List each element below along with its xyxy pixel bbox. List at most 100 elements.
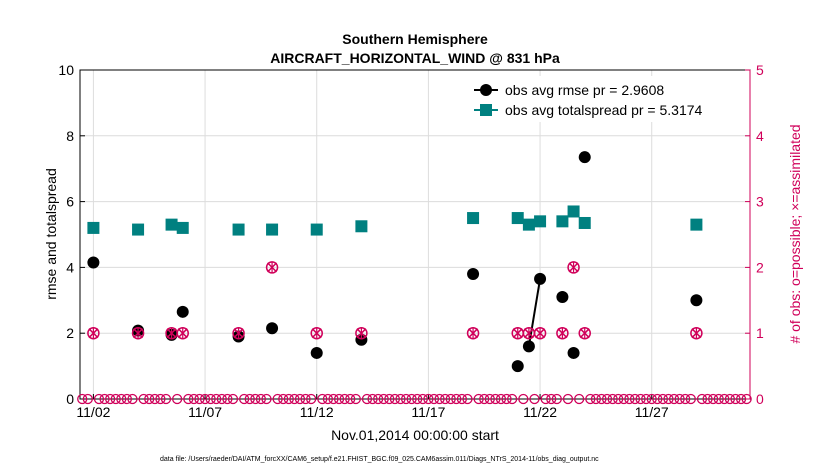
y-right-tick-label-5: 5 (756, 62, 764, 78)
obs-zero-possible-36 (317, 393, 328, 405)
obs-zero-possible-34 (300, 393, 311, 405)
obs-assimilated-point-10 (523, 327, 534, 339)
obs-assimilated-point-5 (267, 261, 278, 273)
obs-zero-possible-51 (406, 393, 417, 405)
rmse-point-10 (522, 340, 535, 353)
obs-zero-possible-49 (395, 393, 406, 405)
spread-point-11 (534, 215, 547, 228)
obs-zero-possible-19 (205, 393, 216, 405)
obs-assimilated-point-12 (557, 327, 568, 339)
obs-zero-possible-84 (629, 393, 641, 405)
obs-zero-possible-101 (730, 393, 741, 405)
obs-zero-possible-31 (283, 393, 294, 405)
obs-assimilated-point-13 (568, 261, 579, 273)
rmse-point-0 (87, 256, 100, 269)
spread-point-1 (132, 223, 145, 236)
obs-zero-possible-54 (423, 393, 434, 405)
legend-spread-marker (480, 104, 492, 116)
spread-point-5 (266, 223, 279, 236)
obs-zero-possible-9 (138, 393, 149, 405)
obs-zero-possible-5 (110, 393, 121, 405)
obs-zero-possible-0 (77, 393, 88, 405)
obs-zero-possible-68 (507, 393, 518, 405)
obs-zero-possible-94 (685, 393, 696, 405)
y-tick-label-4: 8 (66, 128, 74, 144)
rmse-point-9 (511, 360, 524, 373)
obs-zero-possible-56 (434, 393, 445, 405)
spread-point-7 (355, 220, 368, 233)
obs-zero-possible-45 (372, 393, 384, 405)
x-axis-ticks: 11/02 11/07 11/12 11/17 11/22 11/27 (76, 394, 669, 420)
y-right-tick-label-4: 4 (756, 128, 764, 144)
obs-zero-possible-8 (127, 393, 138, 405)
obs-zero-possible-98 (713, 393, 724, 405)
obs-zero-possible-97 (708, 393, 719, 405)
obs-zero-possible-18 (199, 393, 211, 405)
obs-zero-possible-38 (328, 393, 339, 405)
y-axis-ticks: 0 2 4 6 8 10 (58, 62, 85, 407)
obs-zero-possible-39 (333, 393, 345, 405)
y-axis-label: rmse and totalspread (43, 168, 59, 300)
obs-zero-possible-4 (105, 393, 116, 405)
obs-zero-possible-75 (574, 393, 585, 405)
obs-assimilated-point-15 (691, 327, 702, 339)
obs-zero-possible-22 (222, 393, 233, 405)
obs-assimilated-point-8 (468, 327, 479, 339)
obs-zero-possible-99 (719, 393, 730, 405)
obs-zero-possible-69 (518, 393, 529, 405)
obs-zero-possible-15 (183, 393, 194, 405)
footer-data-file: data file: /Users/raeder/DAI/ATM_forcXX/… (160, 456, 599, 463)
obs-zero-possible-32 (289, 393, 300, 405)
spread-point-8 (467, 212, 480, 225)
obs-zero-possible-71 (540, 393, 551, 405)
y-right-tick-label-1: 1 (756, 325, 764, 341)
obs-zero-possible-90 (663, 393, 674, 405)
obs-zero-possible-1 (82, 393, 93, 405)
obs-zero-possible-11 (149, 393, 160, 405)
obs-zero-possible-53 (417, 393, 428, 405)
obs-zero-possible-64 (484, 393, 495, 405)
obs-zero-possible-73 (551, 393, 562, 405)
obs-zero-possible-48 (389, 393, 401, 405)
obs-zero-possible-74 (562, 393, 574, 405)
obs-zero-possible-76 (585, 393, 596, 405)
obs-zero-possible-88 (652, 393, 663, 405)
obs-zero-possible-12 (155, 393, 166, 405)
obs-zero-possible-47 (384, 393, 395, 405)
obs-assimilated-point-11 (535, 327, 546, 339)
obs-zero-possible-86 (641, 393, 652, 405)
legend-box (468, 76, 746, 122)
x-tick-label-1: 11/07 (188, 404, 222, 420)
spread-point-9 (511, 212, 524, 225)
x-tick-label-5: 11/27 (635, 404, 669, 420)
obs-zero-possible-21 (216, 393, 227, 405)
obs-zero-possible-62 (473, 393, 484, 405)
obs-zero-possible-79 (601, 393, 613, 405)
rmse-point-11 (534, 272, 547, 285)
obs-zero-possible-10 (144, 393, 155, 405)
x-axis-label: Nov.01,2014 00:00:00 start (331, 427, 499, 443)
obs-zero-possible-103 (741, 393, 752, 405)
obs-assimilated-point-9 (512, 327, 523, 339)
x-tick-label-4: 11/22 (523, 404, 557, 420)
obs-zero-possible-65 (490, 393, 501, 405)
obs-zero-possible-2 (93, 393, 105, 405)
obs-zero-possible-17 (194, 393, 205, 405)
rmse-point-15 (690, 294, 703, 307)
spread-point-6 (310, 223, 323, 236)
rmse-point-14 (578, 151, 591, 164)
obs-zero-possible-93 (680, 393, 691, 405)
obs-zero-possible-83 (624, 393, 635, 405)
obs-assimilated-point-1 (133, 327, 144, 339)
obs-zero-possible-70 (529, 393, 540, 405)
y-tick-label-2: 4 (66, 259, 74, 275)
obs-zero-possible-96 (702, 393, 713, 405)
y-axis-right-label: # of obs: o=possible; ×=assimilated (787, 124, 803, 343)
spread-point-13 (567, 205, 580, 218)
rmse-point-8 (467, 267, 480, 280)
rmse-point-5 (266, 322, 279, 335)
obs-zero-possible-25 (244, 393, 255, 405)
obs-zero-possible-35 (305, 393, 317, 405)
obs-zero-possible-57 (439, 393, 451, 405)
obs-zero-possible-16 (188, 393, 200, 405)
